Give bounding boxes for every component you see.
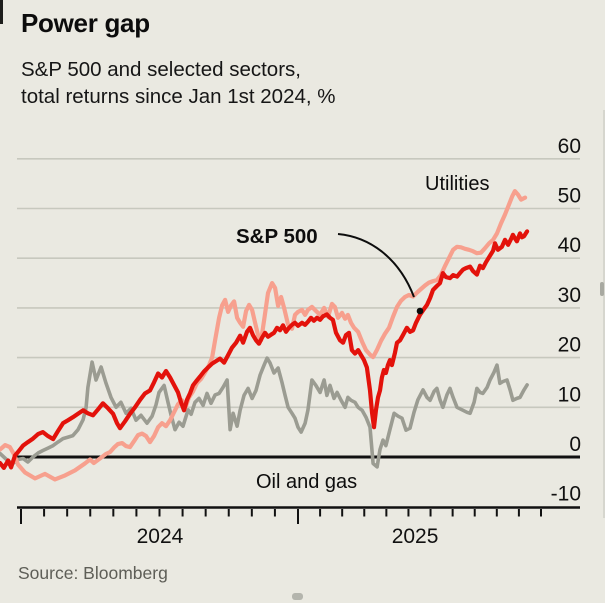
y-axis-label-20: 20	[558, 334, 581, 357]
grid-layer: 60 50 40 30 20 10 0 -10	[17, 135, 581, 506]
page-title: Power gap	[21, 8, 150, 38]
utilities-series-label: Utilities	[425, 173, 489, 195]
chart-subtitle-line2: total returns since Jan 1st 2024, %	[21, 85, 336, 108]
series-line-s-p-500	[0, 229, 530, 470]
y-axis-label-30: 30	[558, 284, 581, 307]
x-axis-year-label-2025: 2025	[392, 525, 439, 548]
y-axis-label--10: -10	[551, 483, 581, 506]
window-edge-line	[603, 110, 605, 518]
chart-subtitle-line1: S&P 500 and selected sectors,	[21, 58, 301, 81]
oil-and-gas-series-label: Oil and gas	[256, 471, 357, 493]
y-axis-label-50: 50	[558, 185, 581, 208]
series-line-utilities	[0, 189, 528, 482]
y-axis-label-0: 0	[569, 433, 581, 456]
chart-subtitle: S&P 500 and selected sectors, total retu…	[21, 56, 336, 110]
x-axis-layer: 2024 2025	[17, 506, 580, 548]
source-note: Source: Bloomberg	[18, 563, 168, 583]
bottom-edge-artifact	[292, 593, 303, 600]
series-line-oil-and-gas	[0, 356, 529, 469]
corner-sliver	[0, 0, 3, 24]
sp500-series-label: S&P 500	[236, 225, 318, 248]
series-layer	[0, 189, 530, 482]
scrollbar-thumb[interactable]	[600, 282, 604, 296]
y-axis-label-60: 60	[558, 135, 581, 158]
sp500-pointer-arrow	[337, 233, 415, 298]
x-axis-year-label-2024: 2024	[137, 525, 184, 548]
y-axis-label-10: 10	[558, 383, 581, 406]
sp500-pointer-dot	[416, 307, 424, 315]
y-axis-label-40: 40	[558, 234, 581, 257]
